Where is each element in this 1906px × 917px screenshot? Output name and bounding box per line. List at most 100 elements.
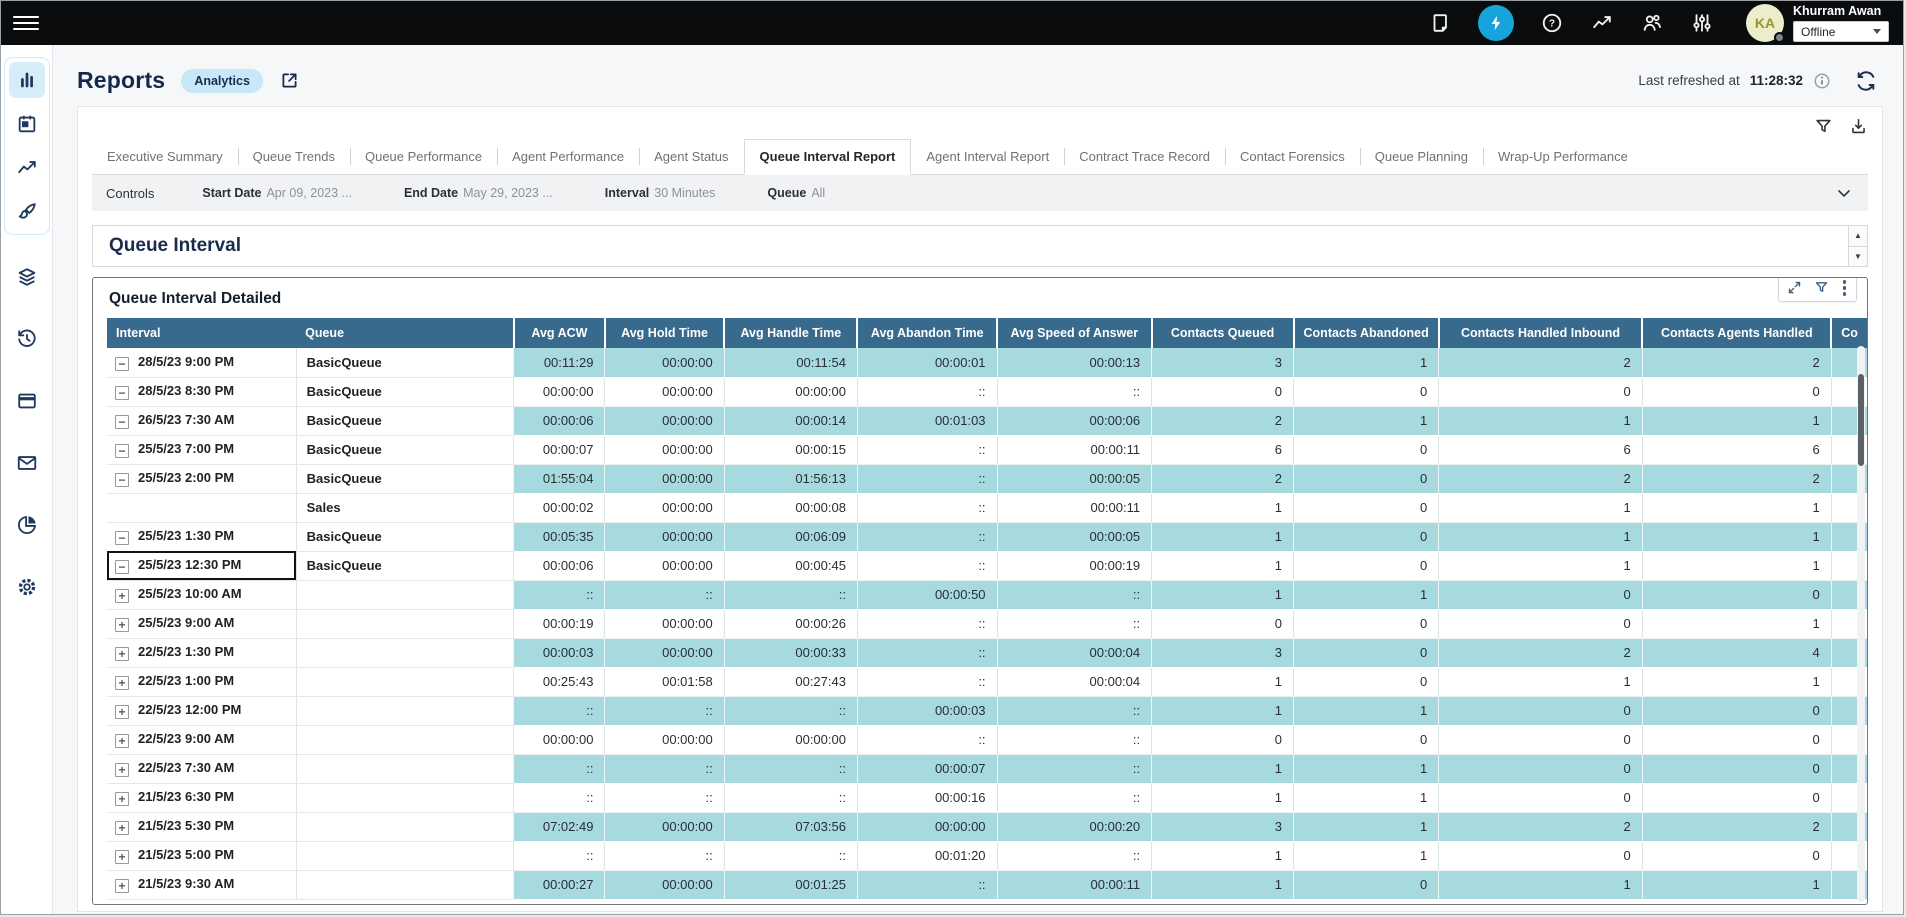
interval-cell[interactable]: −28/5/23 9:00 PM <box>107 348 296 377</box>
expand-row-icon[interactable]: + <box>115 734 129 748</box>
expand-row-icon[interactable]: + <box>115 647 129 661</box>
column-header-co[interactable]: Co <box>1831 318 1867 348</box>
value-cell[interactable]: 00:00:15 <box>724 435 857 464</box>
queue-cell[interactable] <box>296 870 514 899</box>
value-cell[interactable]: 1 <box>1152 783 1294 812</box>
value-cell[interactable]: 00:00:00 <box>605 725 724 754</box>
expand-row-icon[interactable]: + <box>115 879 129 893</box>
interval-cell[interactable]: +22/5/23 9:00 AM <box>107 725 296 754</box>
queue-cell[interactable]: BasicQueue <box>296 435 514 464</box>
help-icon[interactable]: ? <box>1540 11 1564 35</box>
value-cell[interactable]: 0 <box>1294 870 1439 899</box>
value-cell[interactable]: 1 <box>1439 493 1643 522</box>
value-cell[interactable]: :: <box>724 754 857 783</box>
column-header-interval[interactable]: Interval <box>107 318 296 348</box>
value-cell[interactable]: 0 <box>1642 783 1831 812</box>
value-cell[interactable]: :: <box>997 754 1152 783</box>
collapse-row-icon[interactable]: − <box>115 531 129 545</box>
value-cell[interactable]: 3 <box>1152 812 1294 841</box>
column-header-contacts-agents-handled[interactable]: Contacts Agents Handled <box>1642 318 1831 348</box>
value-cell[interactable]: 0 <box>1152 377 1294 406</box>
value-cell[interactable]: :: <box>514 841 605 870</box>
value-cell[interactable]: :: <box>857 377 997 406</box>
value-cell[interactable]: 07:02:49 <box>514 812 605 841</box>
value-cell[interactable]: 1 <box>1294 348 1439 377</box>
value-cell[interactable]: 1 <box>1642 406 1831 435</box>
column-header-avg-speed-of-answer[interactable]: Avg Speed of Answer <box>997 318 1152 348</box>
value-cell[interactable]: 00:00:00 <box>514 725 605 754</box>
value-cell[interactable]: 0 <box>1294 464 1439 493</box>
value-cell[interactable]: 00:27:43 <box>724 667 857 696</box>
value-cell[interactable]: 2 <box>1439 464 1643 493</box>
value-cell[interactable]: 01:56:13 <box>724 464 857 493</box>
interval-cell[interactable] <box>107 493 296 522</box>
queue-cell[interactable] <box>296 696 514 725</box>
visual-filter-icon[interactable] <box>1814 280 1829 295</box>
tab-wrap-up-performance[interactable]: Wrap-Up Performance <box>1483 140 1643 174</box>
table-scrollbar[interactable] <box>1857 346 1865 902</box>
queue-cell[interactable] <box>296 638 514 667</box>
boost-lightning-icon[interactable] <box>1478 5 1514 41</box>
value-cell[interactable]: 00:00:07 <box>514 435 605 464</box>
tab-agent-interval-report[interactable]: Agent Interval Report <box>911 140 1064 174</box>
queue-cell[interactable]: BasicQueue <box>296 377 514 406</box>
metrics-icon[interactable] <box>1590 11 1614 35</box>
value-cell[interactable]: 6 <box>1642 435 1831 464</box>
value-cell[interactable]: 1 <box>1152 696 1294 725</box>
refresh-icon[interactable] <box>1855 70 1877 92</box>
value-cell[interactable]: 00:00:00 <box>605 435 724 464</box>
value-cell[interactable]: 00:00:01 <box>857 348 997 377</box>
value-cell[interactable]: 00:00:00 <box>605 522 724 551</box>
expand-row-icon[interactable]: + <box>115 589 129 603</box>
value-cell[interactable]: 00:00:00 <box>605 551 724 580</box>
value-cell[interactable]: 2 <box>1152 406 1294 435</box>
value-cell[interactable]: 0 <box>1152 725 1294 754</box>
value-cell[interactable]: 1 <box>1152 493 1294 522</box>
value-cell[interactable]: 00:00:20 <box>997 812 1152 841</box>
collapse-row-icon[interactable]: − <box>115 473 129 487</box>
tab-contact-forensics[interactable]: Contact Forensics <box>1225 140 1360 174</box>
value-cell[interactable]: 00:00:03 <box>514 638 605 667</box>
queue-cell[interactable]: BasicQueue <box>296 464 514 493</box>
expand-row-icon[interactable]: + <box>115 850 129 864</box>
value-cell[interactable]: 0 <box>1294 551 1439 580</box>
value-cell[interactable]: 00:11:54 <box>724 348 857 377</box>
value-cell[interactable]: 1 <box>1152 754 1294 783</box>
value-cell[interactable]: :: <box>514 580 605 609</box>
sliders-icon[interactable] <box>1690 11 1714 35</box>
queue-cell[interactable] <box>296 609 514 638</box>
value-cell[interactable]: 0 <box>1439 377 1643 406</box>
queue-cell[interactable] <box>296 841 514 870</box>
value-cell[interactable]: 1 <box>1152 551 1294 580</box>
value-cell[interactable]: 00:00:00 <box>514 377 605 406</box>
value-cell[interactable]: 00:01:58 <box>605 667 724 696</box>
value-cell[interactable]: 0 <box>1439 580 1643 609</box>
collapse-row-icon[interactable]: − <box>115 386 129 400</box>
value-cell[interactable]: 00:00:06 <box>997 406 1152 435</box>
value-cell[interactable]: :: <box>997 580 1152 609</box>
value-cell[interactable]: 1 <box>1439 522 1643 551</box>
value-cell[interactable]: 00:00:00 <box>857 812 997 841</box>
value-cell[interactable]: 00:00:00 <box>605 638 724 667</box>
value-cell[interactable]: 1 <box>1294 812 1439 841</box>
sidebar-item-window[interactable] <box>9 383 45 419</box>
value-cell[interactable]: 00:00:00 <box>605 377 724 406</box>
value-cell[interactable]: :: <box>997 609 1152 638</box>
collapse-row-icon[interactable]: − <box>115 357 129 371</box>
value-cell[interactable]: 1 <box>1152 870 1294 899</box>
value-cell[interactable]: :: <box>724 783 857 812</box>
sidebar-item-calendar[interactable] <box>9 106 45 142</box>
value-cell[interactable]: 1 <box>1642 870 1831 899</box>
value-cell[interactable]: 00:00:19 <box>514 609 605 638</box>
value-cell[interactable]: 00:00:11 <box>997 870 1152 899</box>
value-cell[interactable]: 0 <box>1642 725 1831 754</box>
value-cell[interactable]: :: <box>997 841 1152 870</box>
value-cell[interactable]: 0 <box>1439 754 1643 783</box>
control-interval[interactable]: Interval30 Minutes <box>605 186 716 200</box>
tab-queue-planning[interactable]: Queue Planning <box>1360 140 1483 174</box>
value-cell[interactable]: 00:06:09 <box>724 522 857 551</box>
value-cell[interactable]: 0 <box>1294 435 1439 464</box>
queue-cell[interactable]: BasicQueue <box>296 406 514 435</box>
value-cell[interactable]: :: <box>724 580 857 609</box>
info-icon[interactable] <box>1813 72 1831 90</box>
